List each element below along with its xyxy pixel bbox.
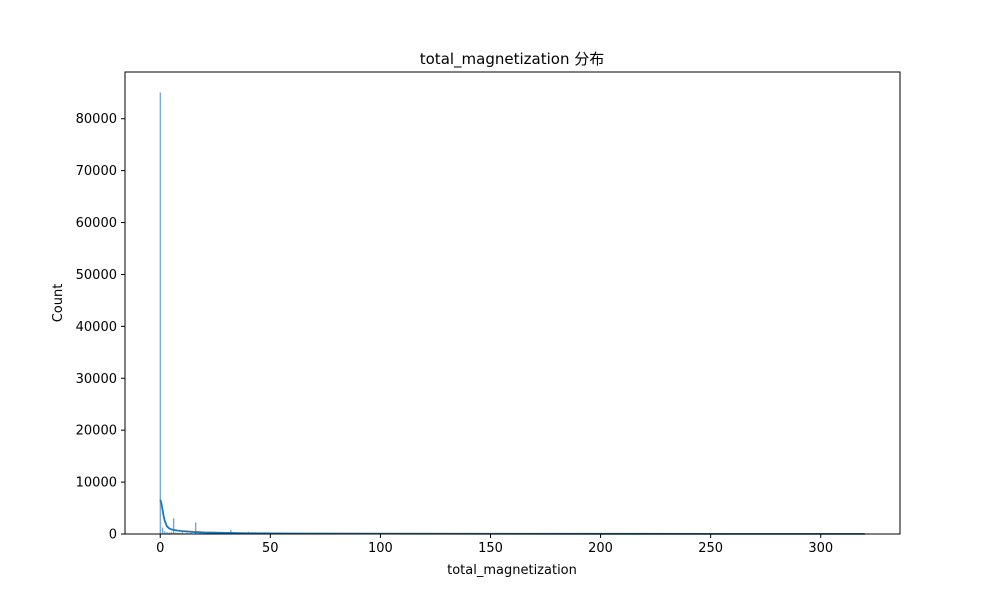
x-axis-label: total_magnetization [447,563,577,578]
x-tick-label: 150 [478,541,503,556]
y-tick-label: 20000 [76,424,117,439]
x-axis-ticks: 0 50 100 150 200 250 300 [156,534,833,556]
y-axis-label: Count [51,284,66,323]
histogram-bar [172,518,175,535]
y-tick-label: 50000 [76,268,117,283]
x-tick-label: 0 [156,541,164,556]
x-tick-label: 300 [808,541,833,556]
y-tick-label: 10000 [76,476,117,491]
y-axis-ticks: 0 10000 20000 30000 40000 50000 60000 70000 8000… [76,112,125,543]
x-tick-label: 100 [368,541,393,556]
y-tick-label: 0 [109,528,117,543]
chart-title: total_magnetization 分布 [420,50,604,69]
x-tick-label: 50 [262,541,279,556]
y-tick-label: 30000 [76,372,117,387]
y-tick-label: 40000 [76,320,117,335]
histogram-bar [161,527,164,535]
y-tick-label: 80000 [76,112,117,127]
y-tick-label: 60000 [76,216,117,231]
y-tick-label: 70000 [76,164,117,179]
x-tick-label: 200 [588,541,613,556]
histogram-bar [159,92,162,535]
plot-frame [124,71,901,535]
x-tick-label: 250 [698,541,723,556]
